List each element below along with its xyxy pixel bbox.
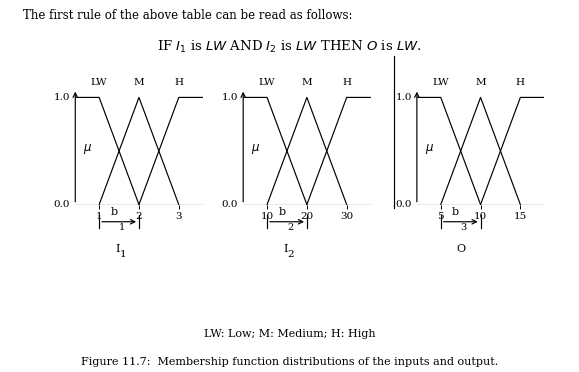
Text: 2: 2 bbox=[288, 250, 294, 259]
Text: b: b bbox=[278, 208, 285, 218]
Text: $\mu$: $\mu$ bbox=[251, 142, 260, 156]
Text: M: M bbox=[475, 78, 486, 87]
Text: 0.0: 0.0 bbox=[54, 200, 70, 209]
Text: The first rule of the above table can be read as follows:: The first rule of the above table can be… bbox=[23, 9, 353, 22]
Text: I: I bbox=[284, 244, 288, 254]
Text: $\mu$: $\mu$ bbox=[83, 142, 92, 156]
Text: 1.0: 1.0 bbox=[54, 93, 70, 102]
Text: LW: LW bbox=[259, 78, 276, 87]
Text: $\mu$: $\mu$ bbox=[424, 142, 434, 156]
Text: LW: LW bbox=[91, 78, 108, 87]
Text: b: b bbox=[111, 208, 118, 218]
Text: LW: Low; M: Medium; H: High: LW: Low; M: Medium; H: High bbox=[204, 329, 375, 339]
Text: LW: LW bbox=[433, 78, 449, 87]
Text: 1.0: 1.0 bbox=[395, 93, 412, 102]
Text: 1.0: 1.0 bbox=[222, 93, 238, 102]
Text: M: M bbox=[134, 78, 144, 87]
Text: IF $I_1$ is $\mathit{LW}$ AND $I_2$ is $\mathit{LW}$ THEN $O$ is $\mathit{LW}$.: IF $I_1$ is $\mathit{LW}$ AND $I_2$ is $… bbox=[157, 39, 422, 55]
Text: M: M bbox=[302, 78, 312, 87]
Text: 1: 1 bbox=[119, 223, 126, 232]
Text: H: H bbox=[516, 78, 525, 87]
Text: H: H bbox=[174, 78, 184, 87]
Text: Figure 11.7:  Membership function distributions of the inputs and output.: Figure 11.7: Membership function distrib… bbox=[81, 357, 498, 367]
Text: 2: 2 bbox=[287, 223, 294, 232]
Text: 3: 3 bbox=[461, 223, 467, 232]
Text: O: O bbox=[456, 244, 466, 254]
Text: 1: 1 bbox=[120, 250, 126, 259]
Text: I: I bbox=[116, 244, 120, 254]
Text: b: b bbox=[452, 208, 459, 218]
Text: 0.0: 0.0 bbox=[222, 200, 238, 209]
Text: 0.0: 0.0 bbox=[395, 200, 412, 209]
Text: H: H bbox=[342, 78, 351, 87]
